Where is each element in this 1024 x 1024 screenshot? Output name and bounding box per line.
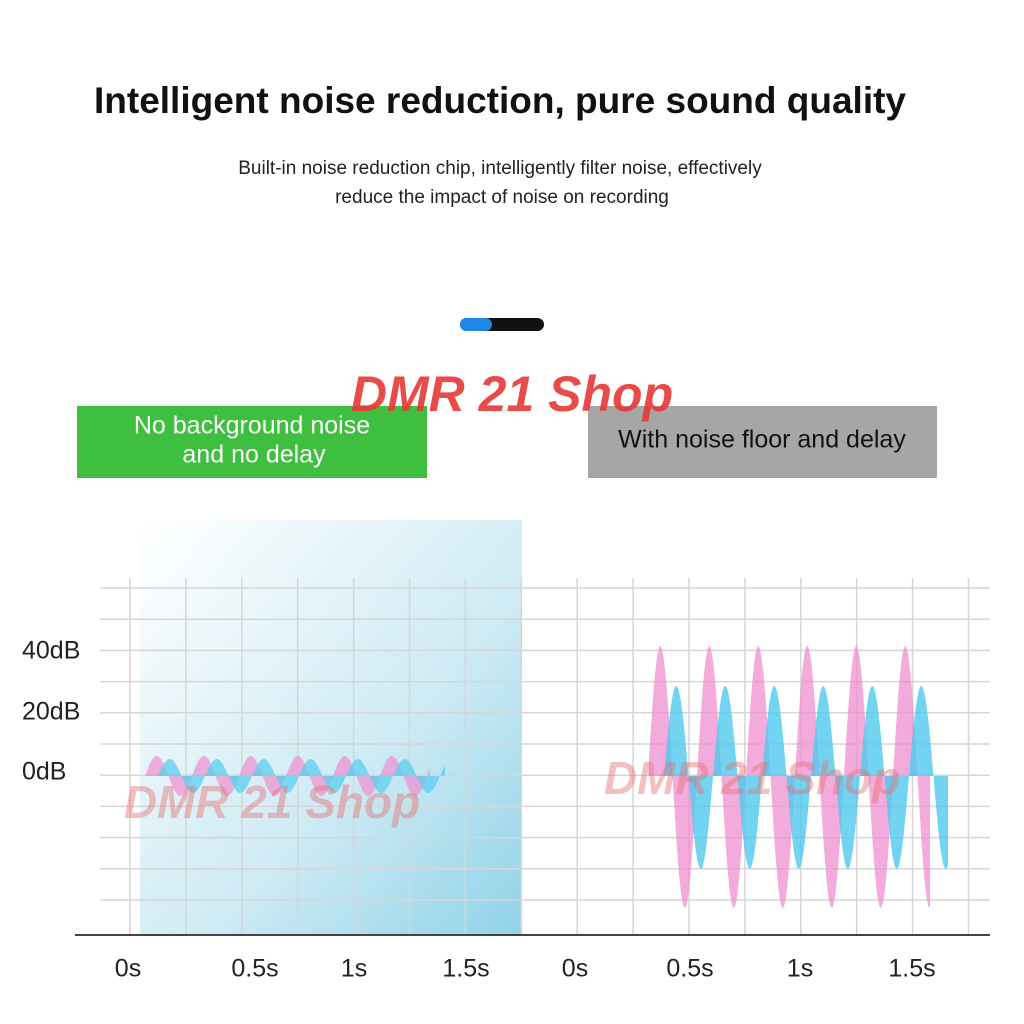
panel-label-bg bbox=[588, 406, 937, 478]
waveforms bbox=[145, 646, 948, 908]
watermark: DMR 21 Shop bbox=[124, 776, 420, 828]
subtitle: reduce the impact of noise on recording bbox=[335, 187, 669, 208]
x-label: 1.5s bbox=[888, 955, 935, 983]
x-label: 1s bbox=[341, 955, 367, 983]
panel-label: With noise floor and delay bbox=[618, 426, 906, 454]
waveform bbox=[664, 686, 948, 869]
y-label: 0dB bbox=[22, 758, 66, 786]
title: Intelligent noise reduction, pure sound … bbox=[94, 80, 906, 121]
x-label: 0s bbox=[115, 955, 141, 983]
panel-label: No background noise bbox=[134, 412, 370, 440]
watermark: DMR 21 Shop bbox=[604, 752, 900, 804]
x-labels: 0s 0.5s 1s 1.5s 0s 0.5s 1s 1.5s bbox=[115, 955, 936, 983]
x-label: 0.5s bbox=[231, 955, 278, 983]
y-label: 20dB bbox=[22, 698, 80, 726]
highlight-area bbox=[140, 520, 522, 935]
waveform bbox=[158, 759, 445, 793]
x-label: 1.5s bbox=[442, 955, 489, 983]
pager-active bbox=[460, 318, 492, 331]
y-label: 40dB bbox=[22, 637, 80, 665]
x-label: 0.5s bbox=[666, 955, 713, 983]
panel-label-bg bbox=[77, 406, 427, 478]
x-label: 1s bbox=[787, 955, 813, 983]
subtitle: Built-in noise reduction chip, intellige… bbox=[238, 158, 762, 179]
watermark: DMR 21 Shop bbox=[351, 366, 673, 422]
panel-label: and no delay bbox=[182, 441, 326, 469]
x-label: 0s bbox=[562, 955, 588, 983]
